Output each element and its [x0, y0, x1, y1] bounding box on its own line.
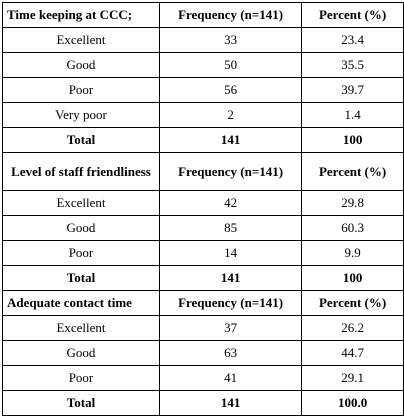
percent-cell: 60.3: [301, 215, 404, 241]
frequency-cell: 50: [158, 52, 303, 78]
header-cell: Percent (%): [301, 2, 404, 28]
percent-cell: 26.2: [301, 315, 404, 341]
total-frequency-cell: 141: [158, 390, 303, 416]
table-row: Poor 41 29.1: [2, 365, 404, 391]
table-row: Poor 56 39.7: [2, 77, 404, 103]
section-header-row: Time keeping at CCC; Frequency (n=141) P…: [2, 2, 404, 28]
total-label-cell: Total: [2, 390, 160, 416]
frequency-cell: 33: [158, 27, 303, 53]
total-row: Total 141 100: [2, 127, 404, 153]
percent-cell: 39.7: [301, 77, 404, 103]
table-row: Very poor 2 1.4: [2, 102, 404, 128]
frequency-cell: 41: [158, 365, 303, 391]
section-header-row: Adequate contact time Frequency (n=141) …: [2, 290, 404, 316]
frequency-cell: 42: [158, 190, 303, 216]
total-percent-cell: 100.0: [301, 390, 404, 416]
category-cell: Excellent: [2, 190, 160, 216]
frequency-cell: 56: [158, 77, 303, 103]
percent-cell: 29.8: [301, 190, 404, 216]
table-row: Excellent 42 29.8: [2, 190, 404, 216]
frequency-cell: 14: [158, 240, 303, 266]
header-cell: Percent (%): [301, 152, 404, 191]
percent-cell: 1.4: [301, 102, 404, 128]
percent-cell: 29.1: [301, 365, 404, 391]
total-label-cell: Total: [2, 265, 160, 291]
header-cell: Percent (%): [301, 290, 404, 316]
category-cell: Poor: [2, 77, 160, 103]
category-cell: Excellent: [2, 315, 160, 341]
total-label-cell: Total: [2, 127, 160, 153]
percent-cell: 23.4: [301, 27, 404, 53]
category-cell: Excellent: [2, 27, 160, 53]
total-percent-cell: 100: [301, 127, 404, 153]
percent-cell: 35.5: [301, 52, 404, 78]
total-frequency-cell: 141: [158, 265, 303, 291]
total-row: Total 141 100: [2, 265, 404, 291]
total-frequency-cell: 141: [158, 127, 303, 153]
section-header-row: Level of staff friendliness Frequency (n…: [2, 152, 404, 191]
header-cell: Frequency (n=141): [158, 152, 303, 191]
frequency-cell: 85: [158, 215, 303, 241]
table-row: Excellent 37 26.2: [2, 315, 404, 341]
category-cell: Very poor: [2, 102, 160, 128]
category-cell: Poor: [2, 240, 160, 266]
frequency-cell: 63: [158, 340, 303, 366]
table-row: Good 50 35.5: [2, 52, 404, 78]
frequency-cell: 37: [158, 315, 303, 341]
header-cell: Frequency (n=141): [158, 2, 303, 28]
header-cell: Adequate contact time: [2, 290, 160, 316]
percent-cell: 44.7: [301, 340, 404, 366]
total-row: Total 141 100.0: [2, 390, 404, 416]
header-cell: Time keeping at CCC;: [2, 2, 160, 28]
category-cell: Good: [2, 52, 160, 78]
total-percent-cell: 100: [301, 265, 404, 291]
table-row: Good 85 60.3: [2, 215, 404, 241]
table-row: Poor 14 9.9: [2, 240, 404, 266]
category-cell: Poor: [2, 365, 160, 391]
frequency-cell: 2: [158, 102, 303, 128]
table-row: Excellent 33 23.4: [2, 27, 404, 53]
category-cell: Good: [2, 340, 160, 366]
table-row: Good 63 44.7: [2, 340, 404, 366]
category-cell: Good: [2, 215, 160, 241]
percent-cell: 9.9: [301, 240, 404, 266]
header-cell: Level of staff friendliness: [2, 152, 160, 191]
header-cell: Frequency (n=141): [158, 290, 303, 316]
